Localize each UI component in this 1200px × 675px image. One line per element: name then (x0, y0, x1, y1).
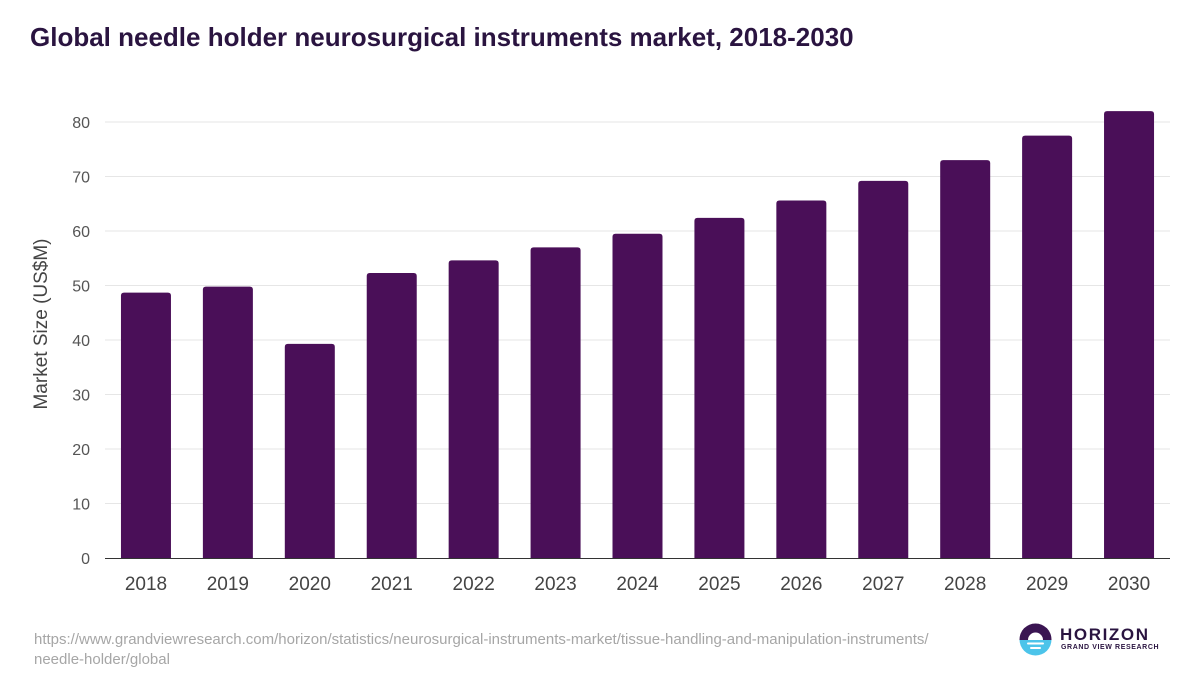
x-tick-label: 2029 (1026, 574, 1068, 595)
chart-title: Global needle holder neurosurgical instr… (30, 22, 854, 52)
bar-2022[interactable] (448, 260, 499, 558)
y-tick-label: 10 (72, 497, 90, 514)
bar-2023[interactable] (530, 247, 581, 558)
bars (120, 111, 1155, 559)
x-tick-label: 2019 (207, 574, 249, 595)
bar-2027[interactable] (858, 180, 909, 559)
x-tick-label: 2022 (453, 574, 495, 595)
x-tick-label: 2024 (616, 574, 659, 595)
y-tick-label: 80 (72, 115, 90, 132)
y-axis-ticks: 0 10 20 30 40 50 60 70 80 (72, 115, 90, 568)
bar-2025[interactable] (694, 217, 745, 559)
bar-2018[interactable] (120, 292, 171, 558)
source-url[interactable]: https://www.grandviewresearch.com/horizo… (34, 631, 929, 668)
y-axis-label: Market Size (US$M) (31, 238, 52, 409)
y-tick-label: 0 (81, 551, 90, 568)
y-tick-label: 20 (72, 442, 90, 459)
x-tick-label: 2020 (289, 574, 331, 595)
horizon-logo: HORIZON GRAND VIEW RESEARCH (1019, 622, 1159, 658)
bar-2026[interactable] (776, 200, 827, 559)
x-tick-label: 2026 (780, 574, 822, 595)
horizon-logo-icon (1019, 623, 1052, 656)
y-tick-label: 30 (72, 388, 90, 405)
bar-2030[interactable] (1104, 111, 1155, 558)
y-tick-label: 50 (72, 279, 90, 296)
x-tick-label: 2027 (862, 574, 904, 595)
bar-2024[interactable] (612, 233, 663, 558)
x-tick-label: 2025 (698, 574, 740, 595)
bar-2020[interactable] (284, 343, 335, 558)
x-tick-label: 2023 (534, 574, 576, 595)
x-axis-ticks: 2018 2019 2020 2021 2022 2023 2024 2025 2026 2027… (125, 574, 1150, 595)
y-tick-label: 70 (72, 170, 90, 187)
x-tick-label: 2018 (125, 574, 167, 595)
logo-subtitle: GRAND VIEW RESEARCH (1061, 644, 1160, 651)
y-tick-label: 40 (72, 333, 90, 350)
x-tick-label: 2021 (371, 574, 413, 595)
bar-2019[interactable] (202, 286, 253, 558)
bar-2029[interactable] (1022, 135, 1073, 558)
x-tick-label: 2028 (944, 574, 986, 595)
x-tick-label: 2030 (1108, 574, 1150, 595)
bar-2021[interactable] (366, 272, 417, 558)
bar-2028[interactable] (940, 160, 991, 558)
y-tick-label: 60 (72, 224, 90, 241)
logo-wordmark: HORIZON (1060, 625, 1150, 644)
